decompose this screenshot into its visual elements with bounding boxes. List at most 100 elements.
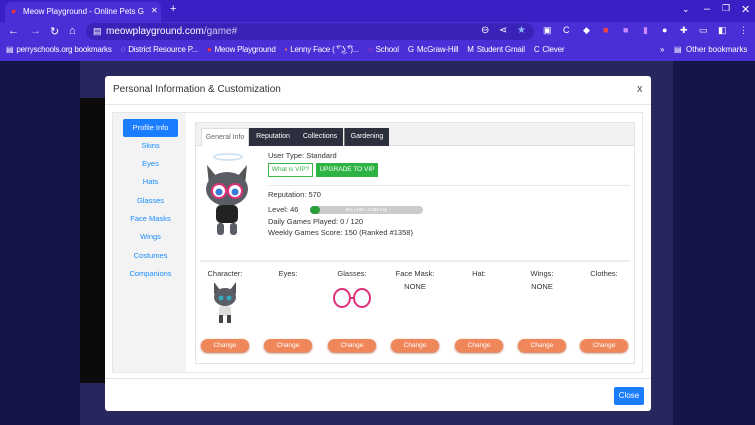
bookmark[interactable]: ▪ Lenny Face ( ͡° ͜ʖ ͡°)... bbox=[285, 45, 360, 54]
more-bookmarks-icon[interactable]: » bbox=[660, 45, 665, 54]
change-clothes-button[interactable]: Change bbox=[580, 339, 628, 352]
cast-icon[interactable]: ▭ bbox=[699, 25, 708, 35]
extension-icon[interactable]: ● bbox=[662, 25, 668, 35]
bookmark-icon: ◌ bbox=[120, 45, 126, 54]
divider bbox=[268, 185, 630, 186]
bookmark[interactable]: M Student Gmail bbox=[467, 45, 525, 54]
tab-general-info[interactable]: General Info bbox=[201, 128, 249, 146]
sidebar-item-hats[interactable]: Hats bbox=[142, 177, 159, 186]
slot-character: Character: bbox=[195, 269, 255, 329]
divider bbox=[105, 378, 651, 379]
clever-icon: C bbox=[533, 45, 540, 54]
close-tab-icon[interactable]: ✕ bbox=[151, 6, 158, 15]
extension-book-icon[interactable]: ■ bbox=[603, 25, 609, 35]
sidebar-item-eyes[interactable]: Eyes bbox=[142, 159, 159, 168]
bookmark[interactable]: ● Meow Playground bbox=[207, 45, 276, 54]
tab-collections[interactable]: Collections bbox=[297, 128, 343, 146]
bookmark-label: School bbox=[375, 45, 399, 54]
extension-c-icon[interactable]: C bbox=[563, 25, 570, 35]
url-path: /game# bbox=[203, 26, 238, 37]
divider bbox=[200, 260, 630, 262]
upgrade-vip-button[interactable]: UPGRADE TO VIP bbox=[316, 163, 378, 177]
bookmark[interactable]: ○ School bbox=[368, 45, 399, 54]
extension-icon[interactable]: ▮ bbox=[643, 25, 648, 35]
other-bookmarks[interactable]: Other bookmarks bbox=[686, 45, 748, 54]
home-icon[interactable]: ⌂ bbox=[69, 25, 76, 37]
slot-hat: Hat: bbox=[449, 269, 509, 282]
share-icon[interactable]: ⋖ bbox=[499, 25, 508, 36]
bookmark[interactable]: C Clever bbox=[534, 45, 565, 54]
tab-search-icon[interactable]: ⌄ bbox=[682, 4, 690, 14]
site-info-icon[interactable]: ▤ bbox=[93, 26, 102, 36]
minimize-icon[interactable]: – bbox=[704, 3, 711, 15]
level-progress-bar: 9% | 192 / 2,162 exp bbox=[310, 206, 423, 214]
bookmark[interactable]: G McGraw-Hill bbox=[407, 45, 459, 54]
tab-gardening[interactable]: Gardening bbox=[344, 128, 389, 146]
tab-reputation[interactable]: Reputation bbox=[249, 128, 297, 146]
sidebar-item-glasses[interactable]: Glasses bbox=[136, 196, 165, 205]
bookmark-label: Clever bbox=[542, 45, 565, 54]
slot-label: Hat: bbox=[472, 269, 486, 278]
slot-label: Glasses: bbox=[337, 269, 367, 278]
close-button[interactable]: Close bbox=[614, 387, 644, 405]
sidebar-item-skins[interactable]: Skins bbox=[141, 141, 160, 150]
close-window-icon[interactable]: ✕ bbox=[741, 4, 751, 16]
bookmark-label: Student Gmail bbox=[476, 45, 525, 54]
reload-icon[interactable]: ↻ bbox=[50, 26, 60, 38]
slot-label: Clothes: bbox=[590, 269, 618, 278]
url-text[interactable]: meowplayground.com/game# bbox=[106, 26, 237, 37]
daily-games: Daily Games Played: 0 / 120 bbox=[268, 217, 364, 226]
bookmark-folder[interactable]: ▤ perryschools.org bookmarks bbox=[6, 45, 112, 54]
menu-icon[interactable]: ⋮ bbox=[739, 25, 748, 35]
sidebar-item-profile-info[interactable]: Profile Info bbox=[123, 119, 178, 137]
extension-icon[interactable]: ◆ bbox=[583, 25, 590, 35]
browser-tab[interactable]: ● Meow Playground - Online Pets G ✕ bbox=[5, 2, 161, 22]
slot-label: Character: bbox=[207, 269, 243, 278]
bookmark-star-icon[interactable]: ★ bbox=[517, 25, 526, 36]
character-thumbnail bbox=[214, 282, 236, 323]
restore-icon[interactable]: ❐ bbox=[722, 3, 731, 13]
forward-icon[interactable]: → bbox=[30, 25, 41, 37]
close-icon[interactable]: x bbox=[637, 83, 643, 95]
slot-label: Eyes: bbox=[278, 269, 298, 278]
change-wings-button[interactable]: Change bbox=[518, 339, 566, 352]
slot-value: NONE bbox=[531, 282, 553, 291]
sidebar-item-companions[interactable]: Companions bbox=[129, 269, 172, 278]
extension-icon[interactable]: ■ bbox=[623, 25, 629, 35]
url-input[interactable] bbox=[86, 23, 534, 40]
change-character-button[interactable]: Change bbox=[201, 339, 249, 352]
change-hat-button[interactable]: Change bbox=[455, 339, 503, 352]
level-progress-fill bbox=[310, 206, 321, 214]
change-eyes-button[interactable]: Change bbox=[264, 339, 312, 352]
general-info-panel: General Info Reputation Collections Gard… bbox=[195, 122, 635, 364]
what-is-vip-button[interactable]: What is VIP? bbox=[268, 163, 313, 177]
bookmark[interactable]: ◌ District Resource P... bbox=[121, 45, 198, 54]
divider bbox=[105, 104, 651, 105]
bookmarks-bar bbox=[0, 41, 755, 61]
change-face-mask-button[interactable]: Change bbox=[391, 339, 439, 352]
sidebar-item-costumes[interactable]: Costumes bbox=[133, 251, 168, 260]
bookmarks-list: ▤ perryschools.org bookmarks ◌ District Re… bbox=[6, 45, 565, 54]
extensions-puzzle-icon[interactable]: ✚ bbox=[680, 25, 688, 35]
google-icon: G bbox=[407, 45, 414, 54]
profile-modal: Personal Information & Customization x P… bbox=[105, 76, 651, 411]
bookmark-label: McGraw-Hill bbox=[416, 45, 459, 54]
new-tab-icon[interactable]: + bbox=[170, 3, 177, 15]
browser-tab-bar bbox=[0, 0, 755, 22]
modal-title: Personal Information & Customization bbox=[113, 84, 281, 95]
school-icon: ○ bbox=[367, 45, 373, 54]
folder-icon: ▤ bbox=[6, 45, 14, 54]
change-glasses-button[interactable]: Change bbox=[328, 339, 376, 352]
back-icon[interactable]: ← bbox=[8, 25, 19, 37]
zoom-icon[interactable]: ⊖ bbox=[481, 25, 490, 36]
sidebar-item-wings[interactable]: Wings bbox=[140, 232, 161, 241]
level-progress-text: 9% | 192 / 2,162 exp bbox=[345, 207, 388, 212]
extension-translate-icon[interactable]: ▣ bbox=[543, 25, 552, 35]
reputation: Reputation: 570 bbox=[268, 190, 321, 199]
sidebar-item-face-masks[interactable]: Face Masks bbox=[130, 214, 171, 223]
url-host: meowplayground.com bbox=[106, 26, 204, 37]
level: Level: 46 bbox=[268, 205, 299, 214]
side-panel-icon[interactable]: ◧ bbox=[718, 25, 727, 35]
meow-icon: ● bbox=[206, 45, 212, 54]
bookmark-label: Meow Playground bbox=[214, 45, 276, 54]
